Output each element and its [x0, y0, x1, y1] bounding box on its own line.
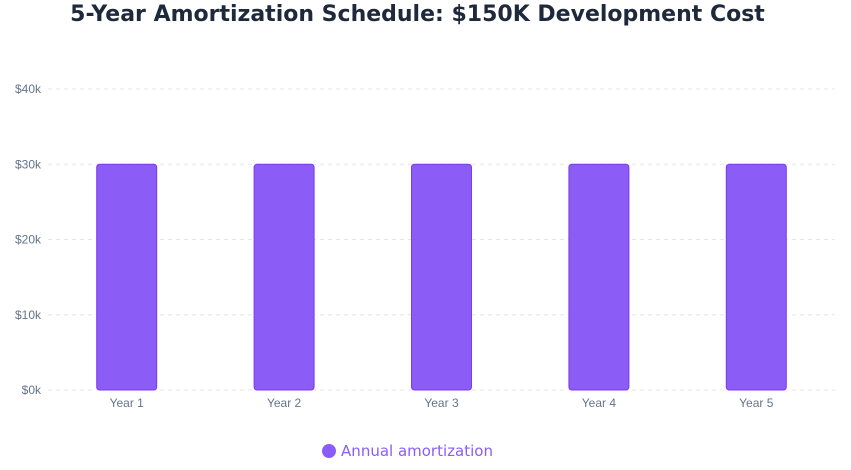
x-tick-label: Year 2 — [267, 396, 302, 410]
chart-title: 5-Year Amortization Schedule: $150K Deve… — [70, 2, 765, 27]
bar-year-1[interactable] — [96, 163, 158, 391]
y-tick-label: $10k — [15, 308, 42, 322]
legend[interactable]: Annual amortization — [0, 442, 815, 460]
bar-year-2[interactable] — [253, 163, 315, 391]
y-tick-label: $20k — [15, 233, 42, 247]
x-tick-label: Year 3 — [424, 396, 459, 410]
y-tick-label: $40k — [15, 82, 42, 96]
bars — [96, 163, 787, 391]
y-tick-label: $0k — [22, 383, 42, 397]
y-tick-label: $30k — [15, 157, 42, 171]
bar-chart: $0k$10k$20k$30k$40k Year 1 Year 2 Year 3 Ye… — [15, 82, 835, 410]
bar-year-3[interactable] — [411, 163, 472, 391]
y-axis-tick-labels: $0k $10k $20k $30k $40k — [15, 82, 42, 397]
x-axis-tick-labels: Year 1 Year 2 Year 3 Year 4 Year 5 — [110, 396, 774, 410]
bar-year-5[interactable] — [725, 163, 787, 391]
legend-label-annual-amortization: Annual amortization — [341, 442, 493, 460]
x-tick-label: Year 5 — [739, 396, 774, 410]
x-tick-label: Year 1 — [110, 396, 145, 410]
bar-year-4[interactable] — [568, 163, 630, 391]
x-tick-label: Year 4 — [582, 396, 617, 410]
legend-swatch — [322, 444, 337, 458]
